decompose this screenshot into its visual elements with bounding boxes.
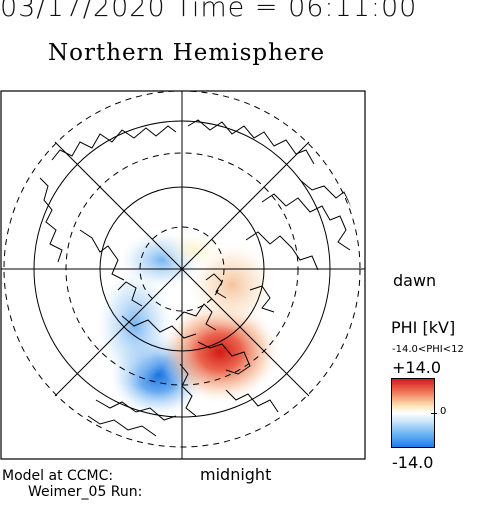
polar-map — [0, 90, 366, 460]
hemisphere-title: Northern Hemisphere — [48, 40, 326, 66]
model-label: Model at CCMC: — [2, 468, 114, 484]
potential-field — [95, 228, 282, 418]
colorbar-title: PHI [kV] — [391, 318, 456, 337]
date-time-title: 03/17/2020 Time = 06:11:00 — [0, 0, 418, 23]
midnight-label: midnight — [200, 465, 272, 484]
colorbar-max-label: +14.0 — [392, 358, 442, 377]
colorbar-zero-tick — [431, 413, 437, 414]
colorbar-zero-label: 0 — [440, 406, 447, 417]
colorbar-range-text: -14.0<PHI<12 — [392, 344, 464, 355]
colorbar-min-label: -14.0 — [392, 453, 434, 472]
run-label: Weimer_05 Run: — [28, 484, 143, 500]
meridian-diagonal-2 — [54, 141, 310, 397]
graticule — [0, 90, 366, 460]
colorbar — [391, 378, 435, 448]
dawn-label: dawn — [393, 271, 437, 290]
